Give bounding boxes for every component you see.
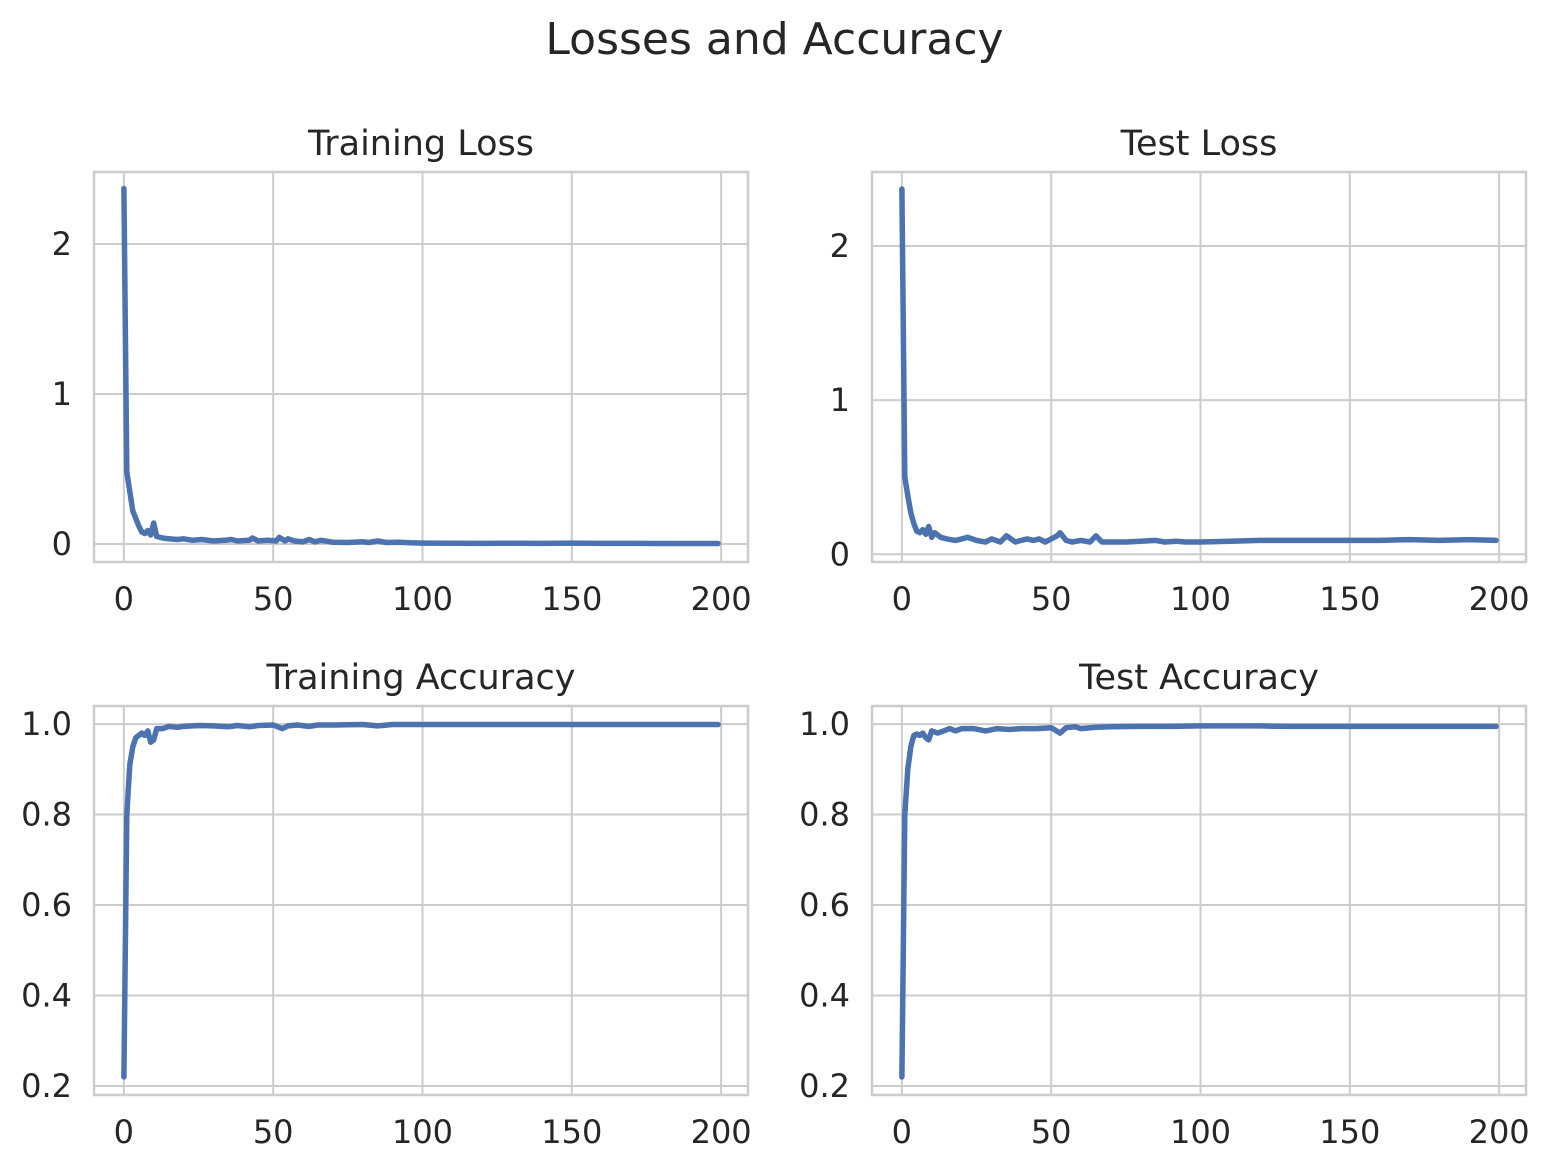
x-tick-label: 150	[541, 1113, 602, 1151]
y-tick-label: 0	[52, 525, 72, 563]
y-tick-label: 0.4	[799, 976, 850, 1014]
plot-frame	[870, 704, 1528, 1097]
subplot-1: Training Loss 0 50 100 150 200 0 1 2	[52, 124, 752, 618]
subplot-title: Test Accuracy	[1078, 658, 1319, 698]
x-tick-label: 150	[1319, 580, 1380, 618]
x-tick-label: 0	[114, 1113, 134, 1151]
y-tick-label: 0.8	[21, 796, 72, 834]
series-line	[899, 723, 1499, 1080]
x-tick-label: 50	[1031, 1113, 1072, 1151]
x-tick-label: 200	[1469, 1113, 1530, 1151]
plot-frame	[92, 704, 750, 1097]
y-tick-label: 1	[830, 381, 850, 419]
x-tick-label: 0	[114, 580, 134, 618]
series-line	[899, 186, 1499, 545]
x-tick-label: 50	[253, 580, 294, 618]
y-tick-label: 0.2	[21, 1067, 72, 1105]
x-tick-label: 200	[1469, 580, 1530, 618]
subplot-3: Training Accuracy 0 50 100 150 200 0.2 0.4 0.6 0.…	[21, 658, 752, 1151]
x-tick-label: 50	[253, 1113, 294, 1151]
x-tick-label: 150	[1319, 1113, 1380, 1151]
series-line	[121, 721, 721, 1080]
plot-frame	[870, 170, 1528, 564]
y-tick-label: 0.4	[21, 976, 72, 1014]
y-tick-label: 0.6	[21, 886, 72, 924]
x-tick-label: 0	[892, 1113, 912, 1151]
subplot-title: Training Loss	[307, 124, 534, 164]
y-tick-label: 0.8	[799, 796, 850, 834]
x-tick-label: 100	[1170, 1113, 1231, 1151]
subplot-title: Test Loss	[1120, 124, 1278, 164]
subplot-title: Training Accuracy	[265, 658, 575, 698]
y-tick-label: 2	[52, 225, 72, 263]
y-tick-label: 0	[830, 535, 850, 573]
subplot-2: Test Loss 0 50 100 150 200 0 1 2	[830, 124, 1530, 618]
y-tick-label: 0.6	[799, 886, 850, 924]
series-line	[121, 185, 721, 547]
x-tick-label: 200	[691, 1113, 752, 1151]
x-tick-label: 200	[691, 580, 752, 618]
plot-frame	[92, 170, 750, 564]
y-tick-label: 0.2	[799, 1067, 850, 1105]
x-tick-label: 100	[392, 580, 453, 618]
subplot-4: Test Accuracy 0 50 100 150 200 0.2 0.4 0.6 0.8 1.0	[799, 658, 1530, 1151]
x-tick-label: 100	[392, 1113, 453, 1151]
x-tick-label: 0	[892, 580, 912, 618]
x-tick-label: 150	[541, 580, 602, 618]
y-tick-label: 1	[52, 375, 72, 413]
y-tick-label: 1.0	[21, 705, 72, 743]
figure-title: Losses and Accuracy	[545, 14, 1004, 65]
x-tick-label: 50	[1031, 580, 1072, 618]
y-tick-label: 2	[830, 227, 850, 265]
y-tick-label: 1.0	[799, 705, 850, 743]
x-tick-label: 100	[1170, 580, 1231, 618]
